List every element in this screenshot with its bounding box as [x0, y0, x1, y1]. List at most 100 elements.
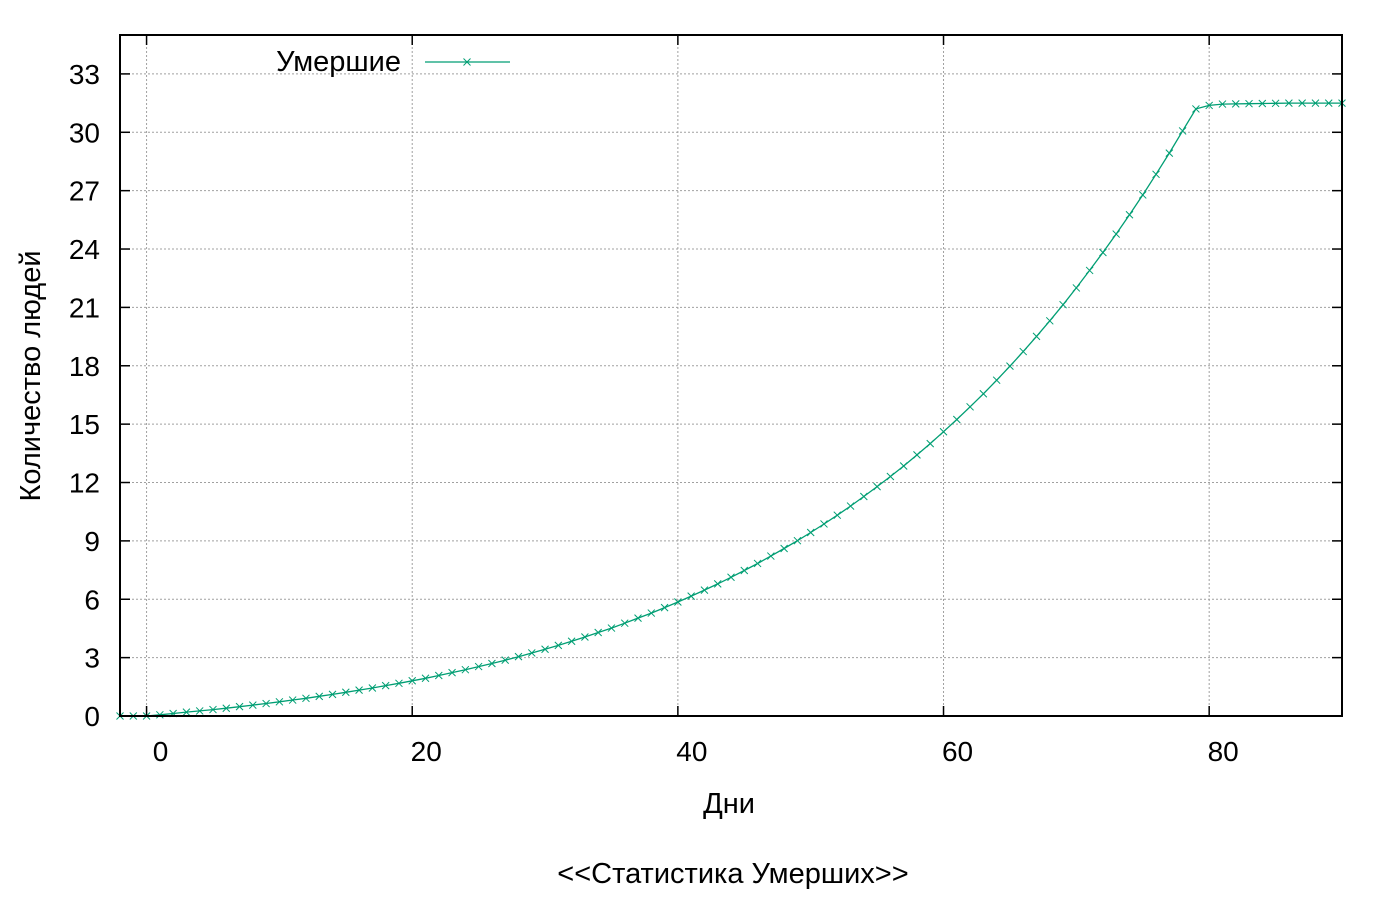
data-point	[607, 624, 616, 632]
data-point	[660, 603, 669, 612]
data-point	[753, 559, 762, 568]
data-point	[594, 628, 603, 637]
y-tick-label: 12	[69, 468, 100, 499]
data-point	[1178, 127, 1187, 135]
data-point	[554, 641, 563, 650]
data-point	[1285, 99, 1293, 107]
data-point	[368, 684, 377, 692]
data-point	[1099, 248, 1107, 257]
data-point	[793, 536, 802, 545]
data-point	[235, 702, 244, 711]
data-point	[1165, 149, 1174, 157]
data-point	[674, 598, 682, 606]
data-point	[966, 402, 974, 411]
data-point	[806, 528, 815, 537]
data-point	[873, 482, 881, 491]
data-point	[1231, 100, 1240, 108]
data-point	[886, 472, 895, 481]
data-point	[1298, 99, 1307, 107]
grid-lines	[120, 35, 1342, 716]
data-point	[820, 520, 828, 528]
data-point	[1006, 362, 1014, 371]
data-point	[315, 692, 324, 701]
data-point	[899, 462, 908, 470]
series-line	[120, 102, 1342, 717]
y-tick-label: 0	[84, 701, 100, 732]
x-tick-label: 20	[411, 736, 442, 767]
data-point	[926, 439, 935, 448]
data-point	[155, 710, 164, 719]
y-tick-label: 33	[69, 59, 100, 90]
y-tick-label: 27	[69, 176, 100, 207]
data-point	[1258, 99, 1267, 108]
data-point	[448, 668, 456, 677]
data-point	[1152, 170, 1160, 179]
data-point	[1138, 191, 1147, 199]
x-tick-label: 0	[153, 736, 169, 767]
data-point	[1085, 266, 1094, 275]
data-point	[780, 544, 788, 553]
data-point	[766, 552, 775, 560]
data-point	[952, 415, 961, 424]
data-point	[381, 681, 390, 690]
data-point	[992, 376, 1001, 385]
data-point	[541, 645, 549, 654]
data-point	[1059, 300, 1067, 309]
legend: Умершие	[276, 46, 510, 78]
data-point	[1218, 100, 1227, 108]
data-point	[1192, 105, 1200, 113]
data-point	[461, 665, 470, 674]
data-point	[355, 686, 363, 694]
data-point	[328, 690, 337, 699]
y-tick-label: 15	[69, 409, 100, 440]
chart-title: <<Статистика Умерших>>	[557, 858, 908, 890]
data-point	[1311, 99, 1320, 107]
data-point	[222, 704, 231, 713]
data-point	[1245, 99, 1253, 108]
data-point	[939, 427, 948, 436]
y-tick-label: 3	[84, 643, 100, 674]
data-point	[195, 707, 204, 715]
data-point	[647, 609, 656, 617]
data-point	[859, 492, 868, 501]
data-point	[567, 637, 576, 646]
data-point	[620, 619, 629, 628]
data-point	[501, 656, 510, 665]
y-tick-label: 30	[69, 117, 100, 148]
data-point	[275, 697, 284, 706]
legend-label: Умершие	[276, 46, 401, 78]
data-point	[408, 676, 417, 685]
data-point	[1324, 99, 1333, 107]
data-point	[527, 649, 536, 657]
data-point	[395, 679, 403, 688]
data-point	[713, 580, 722, 588]
data-point	[913, 451, 921, 459]
data-point	[488, 659, 496, 668]
y-axis-title: Количество людей	[15, 250, 47, 501]
y-tick-label: 18	[69, 351, 100, 382]
data-point	[846, 502, 855, 510]
data-point	[434, 671, 443, 680]
data-point	[1205, 101, 1214, 110]
data-point	[727, 573, 735, 582]
data-point	[1045, 316, 1054, 325]
data-point	[182, 708, 191, 716]
data-point	[209, 705, 217, 714]
y-tick-label: 6	[84, 584, 100, 615]
data-point	[1019, 347, 1028, 356]
x-tick-label: 60	[942, 736, 973, 767]
data-point	[288, 696, 297, 704]
data-point	[341, 688, 350, 697]
data-point	[740, 566, 749, 575]
data-point	[700, 586, 709, 594]
series-layer	[116, 99, 1346, 720]
data-point	[979, 389, 988, 398]
data-point	[248, 701, 257, 709]
y-tick-label: 21	[69, 292, 100, 323]
data-point	[634, 614, 642, 622]
data-point	[833, 511, 842, 520]
data-point	[1112, 230, 1121, 238]
x-tick-label: 40	[676, 736, 707, 767]
x-axis-title: Дни	[703, 788, 755, 820]
